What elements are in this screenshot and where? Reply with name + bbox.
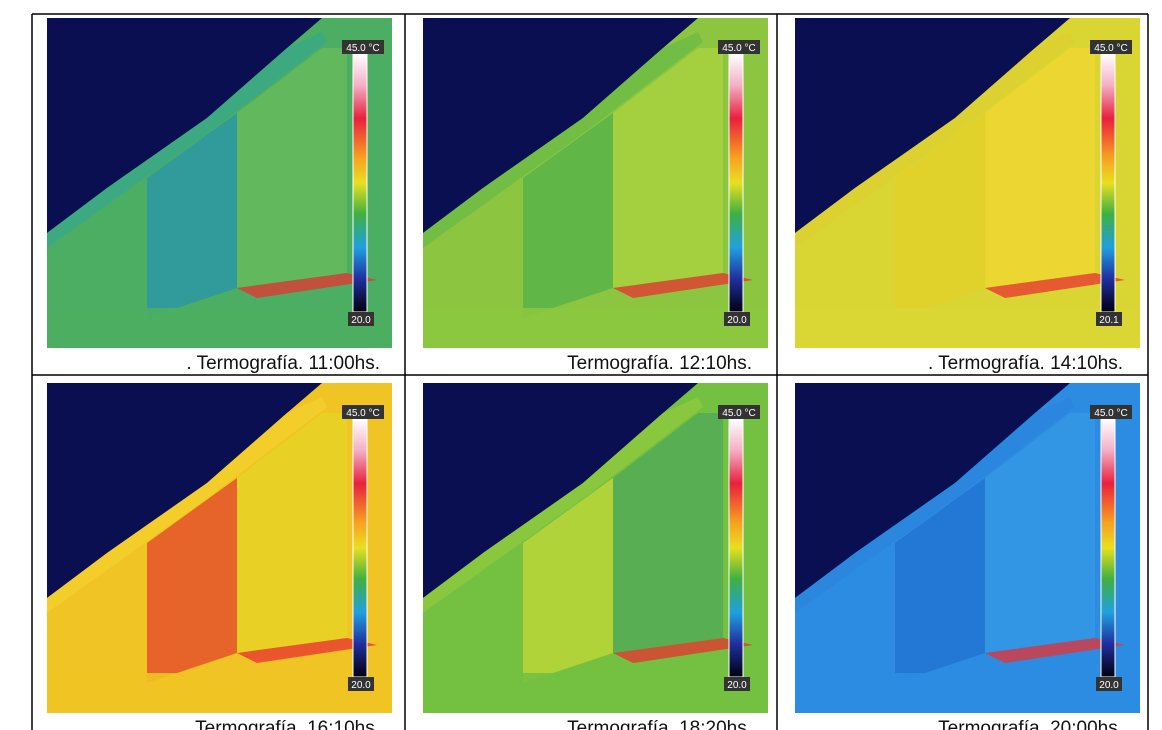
thermal-image: 45.0 °C 20.0 — [423, 383, 768, 713]
thermal-image: 45.0 °C 20.0 — [47, 18, 392, 348]
colorbar — [729, 419, 743, 677]
figure: 45.0 °C 20.0 . Termografía. 11:00hs. 45.0 °… — [0, 0, 1162, 730]
caption: . Termografía. 18:20hs. — [557, 718, 752, 730]
thermal-image: 45.0 °C 20.0 — [47, 383, 392, 713]
ground — [423, 308, 768, 348]
scale-min-label: 20.0 — [351, 315, 371, 326]
scale-min-label: 20.0 — [351, 680, 371, 691]
ground — [795, 308, 1140, 348]
ground — [795, 673, 1140, 713]
caption: Termografía. 16:10hs. — [195, 718, 380, 730]
scale-max-label: 45.0 °C — [346, 408, 379, 419]
caption: Termografía. 12:10hs. — [567, 353, 752, 374]
scale-min-label: 20.0 — [727, 680, 747, 691]
colorbar — [1101, 54, 1115, 312]
scale-max-label: 45.0 °C — [722, 408, 755, 419]
colorbar — [353, 54, 367, 312]
scale-max-label: 45.0 °C — [346, 43, 379, 54]
ground — [423, 673, 768, 713]
colorbar — [353, 419, 367, 677]
ground — [47, 673, 392, 713]
caption: . Termografía. 14:10hs. — [928, 353, 1123, 374]
scale-max-label: 45.0 °C — [1094, 408, 1127, 419]
scale-max-label: 45.0 °C — [722, 43, 755, 54]
caption: Termografía. 20:00hs. — [938, 718, 1123, 730]
caption: . Termografía. 11:00hs. — [186, 353, 380, 374]
thermal-image: 45.0 °C 20.0 — [795, 383, 1140, 713]
colorbar — [1101, 419, 1115, 677]
colorbar — [729, 54, 743, 312]
scale-max-label: 45.0 °C — [1094, 43, 1127, 54]
scale-min-label: 20.0 — [727, 315, 747, 326]
thermal-image: 45.0 °C 20.0 — [423, 18, 768, 348]
scale-min-label: 20.0 — [1099, 680, 1119, 691]
ground — [47, 308, 392, 348]
scale-min-label: 20.1 — [1099, 315, 1119, 326]
thermal-image: 45.0 °C 20.1 — [795, 18, 1140, 348]
